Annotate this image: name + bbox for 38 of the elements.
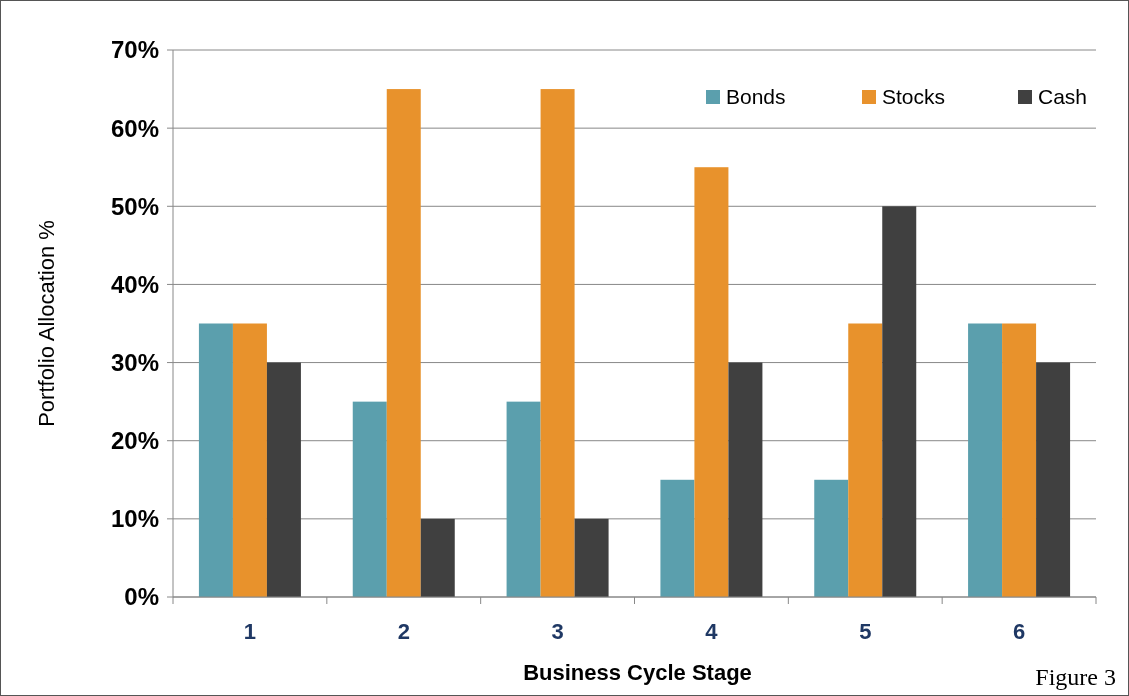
- x-tick-label: 3: [551, 619, 564, 644]
- bar: [352, 401, 387, 597]
- bar: [814, 479, 849, 597]
- bar: [232, 323, 267, 597]
- legend-label: Bonds: [726, 85, 786, 109]
- bar: [1002, 323, 1037, 597]
- x-tick-label: 5: [859, 619, 872, 644]
- bar: [574, 518, 609, 597]
- x-axis-title: Business Cycle Stage: [523, 660, 752, 685]
- caption: Figure 3: [1035, 664, 1116, 690]
- y-tick-label: 30%: [110, 348, 159, 376]
- y-tick-label: 60%: [110, 114, 159, 142]
- x-tick-label: 2: [397, 619, 410, 644]
- legend-label: Stocks: [882, 85, 946, 109]
- bar: [728, 362, 763, 597]
- bar: [1036, 362, 1071, 597]
- legend-label: Cash: [1038, 85, 1088, 109]
- bar: [386, 89, 421, 597]
- bar: [506, 401, 541, 597]
- y-tick-label: 0%: [124, 583, 159, 611]
- y-tick-label: 70%: [110, 36, 159, 64]
- x-tick-label: 4: [705, 619, 719, 644]
- bar: [540, 89, 575, 597]
- bar: [694, 167, 729, 597]
- y-tick-label: 40%: [110, 270, 159, 298]
- x-tick-label: 6: [1012, 619, 1026, 644]
- bar: [420, 518, 455, 597]
- bar: [266, 362, 301, 597]
- y-tick-label: 50%: [110, 192, 159, 220]
- bar: [848, 323, 883, 597]
- bar: [882, 206, 917, 597]
- y-tick-label: 20%: [110, 427, 159, 455]
- y-axis-title: Portfolio Allocation %: [34, 220, 59, 427]
- bar: [968, 323, 1003, 597]
- y-tick-label: 10%: [110, 505, 159, 533]
- bar: [198, 323, 233, 597]
- x-tick-label: 1: [243, 619, 257, 644]
- bar: [660, 479, 695, 597]
